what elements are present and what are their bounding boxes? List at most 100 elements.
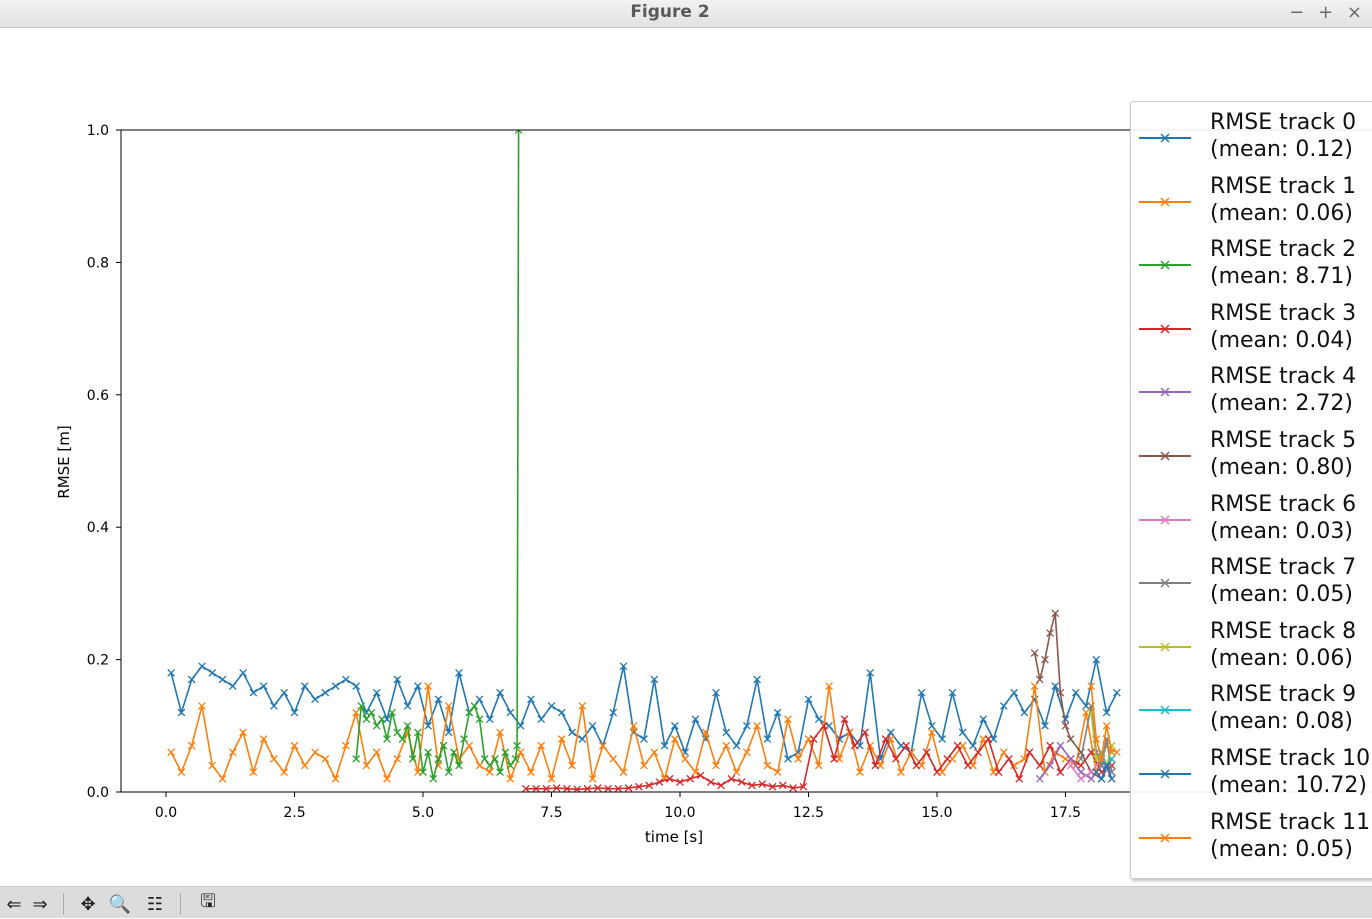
data-point: [455, 668, 463, 677]
toolbar: ⇐ ⇒ ✥ 🔍 ☷ 🖫: [0, 886, 1372, 918]
data-point: [568, 761, 576, 770]
data-point: [511, 755, 520, 763]
data-point: [856, 768, 864, 776]
x-tick-label: 7.5: [540, 805, 562, 821]
data-point: [1092, 735, 1101, 743]
data-point: [732, 741, 741, 750]
data-point: [280, 768, 289, 776]
data-point: [198, 702, 206, 710]
back-button[interactable]: ⇐: [2, 892, 26, 916]
data-point: [403, 721, 412, 730]
data-point: [722, 741, 731, 750]
data-point: [352, 708, 361, 717]
data-point: [475, 695, 484, 704]
data-point: [362, 715, 371, 724]
data-point: [1097, 774, 1106, 783]
pan-button[interactable]: ✥: [76, 892, 100, 916]
window-controls: − + ×: [1281, 0, 1362, 25]
x-tick-label: 10.0: [664, 805, 695, 821]
data-point: [444, 768, 453, 776]
legend-entry: RMSE track 6 (mean: 0.03): [1131, 484, 1372, 544]
data-point: [969, 741, 977, 750]
data-point: [999, 702, 1008, 710]
data-point: [455, 761, 463, 770]
data-point: [444, 702, 453, 710]
data-point: [645, 781, 654, 790]
legend-line-marker: [1139, 515, 1191, 525]
data-point: [671, 721, 679, 730]
data-point: [1056, 741, 1065, 750]
data-point: [742, 748, 751, 757]
data-point: [737, 778, 746, 786]
data-point: [393, 675, 402, 684]
data-point: [300, 761, 309, 770]
data-point: [1092, 655, 1101, 664]
data-point: [444, 728, 453, 737]
data-point: [1077, 768, 1085, 776]
data-point: [352, 755, 361, 763]
data-point: [1046, 741, 1054, 750]
configure-subplots-button[interactable]: ☷: [143, 892, 167, 916]
data-point: [768, 782, 777, 791]
data-point: [1102, 721, 1111, 730]
legend-entry: RMSE track 0 (mean: 0.12): [1131, 102, 1372, 162]
data-point: [578, 702, 587, 710]
data-point: [742, 721, 751, 730]
data-point: [1102, 708, 1111, 717]
data-point: [979, 715, 988, 724]
data-point: [701, 728, 710, 737]
data-point: [635, 782, 643, 791]
data-point: [1030, 682, 1039, 690]
data-point: [557, 735, 566, 743]
data-point: [1051, 609, 1060, 618]
data-point: [722, 728, 731, 737]
data-point: [527, 695, 535, 704]
data-point: [372, 688, 381, 697]
data-point: [1113, 688, 1121, 697]
data-point: [460, 735, 468, 743]
data-point: [331, 682, 340, 690]
arrow-left-icon: ⇐: [6, 893, 22, 915]
data-point: [547, 774, 556, 783]
legend-line-marker: [1139, 769, 1191, 779]
window-titlebar: Figure 2 − + ×: [0, 0, 1372, 28]
data-point: [938, 735, 946, 743]
sliders-icon: ☷: [146, 893, 164, 915]
data-point: [527, 768, 535, 776]
data-point: [177, 768, 186, 776]
zoom-button[interactable]: 🔍: [108, 892, 132, 916]
data-point: [917, 688, 926, 697]
data-point: [465, 741, 474, 750]
minimize-button[interactable]: −: [1289, 2, 1305, 23]
data-point: [167, 668, 175, 677]
data-point: [537, 715, 546, 724]
magnifier-icon: 🔍: [108, 893, 132, 915]
data-point: [362, 761, 371, 770]
data-point: [943, 755, 952, 763]
legend-entry: RMSE track 8 (mean: 0.06): [1131, 611, 1372, 671]
data-point: [1092, 768, 1101, 776]
legend-entry: RMSE track 1 (mean: 0.06): [1131, 166, 1372, 226]
legend-label: RMSE track 8 (mean: 0.06): [1210, 618, 1357, 671]
data-point: [814, 761, 823, 770]
data-point: [1051, 682, 1060, 690]
data-point: [609, 755, 618, 763]
y-tick-label: 1.0: [87, 123, 109, 139]
close-button[interactable]: ×: [1346, 2, 1362, 23]
series-2: [352, 130, 523, 783]
legend-line-marker: [1139, 324, 1191, 334]
data-point: [928, 728, 936, 737]
data-point: [640, 761, 648, 770]
legend-label: RMSE track 5 (mean: 0.80): [1210, 428, 1357, 480]
save-button[interactable]: 🖫: [196, 891, 220, 916]
data-point: [342, 675, 350, 684]
forward-button[interactable]: ⇒: [28, 892, 52, 916]
data-point: [1071, 688, 1080, 697]
data-point: [218, 675, 227, 684]
maximize-button[interactable]: +: [1318, 2, 1334, 23]
legend-entry: RMSE track 7 (mean: 0.05): [1131, 547, 1372, 607]
data-point: [696, 771, 705, 780]
data-point: [218, 774, 227, 783]
series-3: [521, 715, 1116, 792]
data-point: [501, 748, 510, 757]
